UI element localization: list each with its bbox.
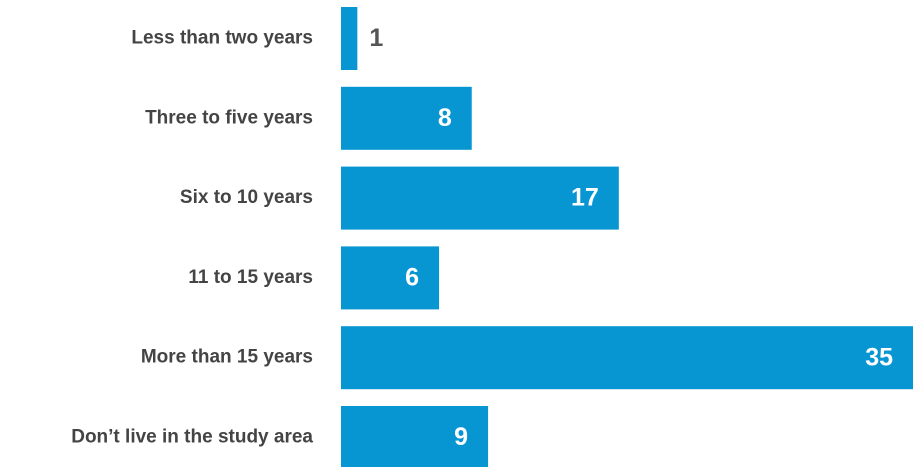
bar [341,406,489,467]
value-label: 9 [454,423,468,451]
bar [341,7,358,70]
value-label: 1 [369,24,383,52]
category-label: Six to 10 years [180,187,313,208]
bar [341,326,913,390]
value-label: 6 [405,264,419,292]
category-label: Three to five years [145,107,313,128]
bar [341,166,619,230]
category-label: Don’t live in the study area [71,427,313,448]
value-label: 8 [438,104,452,132]
category-label: 11 to 15 years [188,267,313,288]
value-label: 35 [865,343,893,371]
bar [341,86,472,150]
category-label: More than 15 years [141,347,313,368]
bar [341,246,440,310]
value-label: 17 [571,184,599,212]
category-label: Less than two years [131,28,313,49]
